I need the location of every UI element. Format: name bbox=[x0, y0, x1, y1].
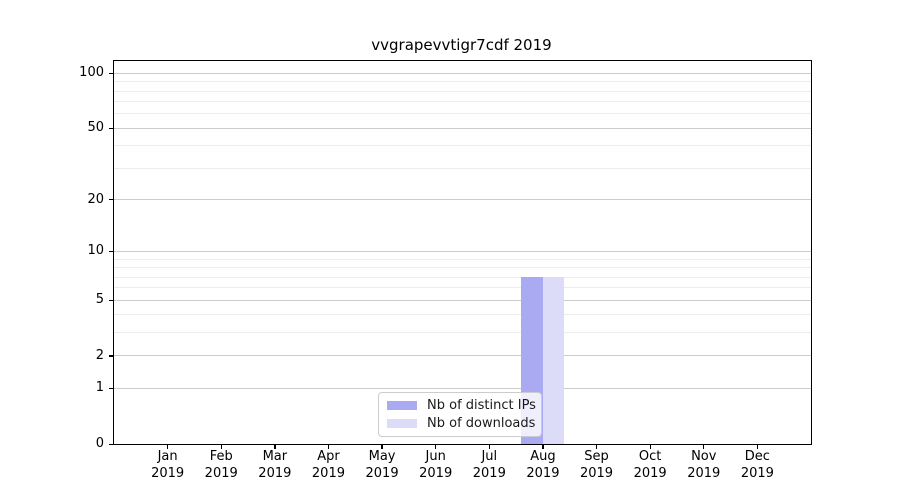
minor-gridline bbox=[114, 276, 811, 278]
legend-item: Nb of distinct IPs bbox=[387, 398, 537, 413]
minor-gridline bbox=[114, 258, 811, 260]
y-tick-mark bbox=[108, 387, 113, 390]
legend: Nb of distinct IPs Nb of downloads bbox=[378, 392, 542, 437]
x-label-month: Feb bbox=[209, 449, 233, 464]
x-tick-mark bbox=[649, 445, 651, 450]
x-axis-tick-label: Jun 2019 bbox=[408, 449, 464, 482]
minor-gridline bbox=[114, 101, 811, 103]
legend-swatch bbox=[387, 418, 417, 429]
minor-gridline bbox=[114, 113, 811, 115]
y-tick-mark bbox=[108, 72, 113, 75]
y-tick-mark bbox=[108, 443, 113, 445]
x-label-month: Jan bbox=[157, 449, 178, 464]
y-tick-mark bbox=[108, 199, 113, 201]
x-axis-tick-label: Nov 2019 bbox=[676, 449, 732, 482]
x-axis-tick-label: Sep 2019 bbox=[569, 449, 625, 482]
x-axis-tick-label: Feb 2019 bbox=[193, 449, 249, 482]
legend-label: Nb of distinct IPs bbox=[427, 398, 536, 413]
x-tick-mark bbox=[488, 445, 490, 450]
x-label-year: 2019 bbox=[472, 465, 506, 481]
x-axis-tick-label: Apr 2019 bbox=[300, 449, 356, 482]
y-tick-mark bbox=[108, 355, 113, 357]
y-axis-tick-label: 50 bbox=[87, 120, 104, 136]
x-tick-mark bbox=[435, 445, 437, 450]
x-label-year: 2019 bbox=[579, 465, 614, 481]
y-axis-tick-label: 1 bbox=[95, 380, 104, 396]
y-tick-mark bbox=[108, 299, 113, 301]
x-label-month: Apr bbox=[317, 449, 340, 464]
x-label-year: 2019 bbox=[204, 465, 238, 481]
legend-swatch bbox=[387, 400, 417, 411]
x-axis-tick-label: Jul 2019 bbox=[461, 449, 517, 482]
x-tick-mark bbox=[542, 445, 544, 450]
x-axis-tick-label: Oct 2019 bbox=[622, 449, 678, 482]
x-axis-tick-label: Aug 2019 bbox=[515, 449, 571, 482]
x-label-year: 2019 bbox=[311, 465, 345, 481]
x-tick-mark bbox=[167, 445, 169, 450]
minor-gridline bbox=[114, 287, 811, 289]
bar-nb-of-downloads bbox=[542, 277, 565, 444]
major-gridline bbox=[114, 387, 811, 389]
x-label-year: 2019 bbox=[740, 465, 774, 481]
x-label-year: 2019 bbox=[365, 465, 399, 481]
major-gridline bbox=[114, 299, 811, 301]
major-gridline bbox=[114, 355, 811, 357]
y-axis-tick-label: 20 bbox=[87, 191, 104, 207]
major-gridline bbox=[114, 250, 811, 252]
major-gridline bbox=[114, 199, 811, 201]
x-tick-mark bbox=[274, 445, 276, 450]
y-tick-mark bbox=[108, 127, 113, 130]
x-label-month: Oct bbox=[638, 449, 662, 464]
x-axis-tick-label: Dec 2019 bbox=[729, 449, 785, 482]
x-label-month: May bbox=[368, 449, 396, 464]
minor-gridline bbox=[114, 267, 811, 269]
minor-gridline bbox=[114, 145, 811, 147]
x-tick-mark bbox=[327, 445, 330, 450]
chart-title: vvgrapevvtigr7cdf 2019 bbox=[371, 36, 552, 54]
x-label-year: 2019 bbox=[419, 465, 453, 481]
x-tick-mark bbox=[756, 445, 759, 450]
major-gridline bbox=[114, 127, 811, 129]
x-label-month: Jul bbox=[481, 449, 498, 464]
minor-gridline bbox=[114, 81, 811, 83]
x-axis-tick-label: Mar 2019 bbox=[247, 449, 303, 482]
x-label-year: 2019 bbox=[151, 465, 185, 481]
legend-item: Nb of downloads bbox=[387, 416, 537, 431]
minor-gridline bbox=[114, 167, 811, 169]
y-axis-tick-label: 10 bbox=[87, 243, 104, 259]
minor-gridline bbox=[114, 90, 811, 92]
minor-gridline bbox=[114, 314, 811, 316]
legend-label: Nb of downloads bbox=[427, 416, 536, 431]
x-axis-tick-label: Jan 2019 bbox=[140, 449, 196, 482]
x-label-month: Mar bbox=[262, 449, 288, 464]
x-axis-tick-label: May 2019 bbox=[354, 449, 410, 482]
y-axis-tick-label: 100 bbox=[79, 65, 104, 81]
x-tick-mark bbox=[703, 445, 705, 450]
y-axis-tick-label: 5 bbox=[95, 292, 104, 308]
x-tick-mark bbox=[381, 445, 383, 450]
x-label-month: Dec bbox=[744, 449, 770, 464]
x-label-year: 2019 bbox=[687, 465, 721, 481]
minor-gridline bbox=[114, 332, 811, 334]
x-tick-mark bbox=[595, 445, 598, 450]
x-label-month: Nov bbox=[691, 449, 717, 464]
y-axis-tick-label: 2 bbox=[95, 347, 104, 363]
major-gridline bbox=[114, 72, 811, 74]
x-label-year: 2019 bbox=[526, 465, 560, 481]
x-label-month: Jun bbox=[425, 449, 446, 464]
x-tick-mark bbox=[220, 445, 222, 450]
x-label-year: 2019 bbox=[258, 465, 292, 481]
x-label-year: 2019 bbox=[633, 465, 667, 481]
x-label-month: Sep bbox=[584, 449, 609, 464]
y-tick-mark bbox=[108, 250, 113, 253]
plot-area: 0 1 2 5 10 20 50 100 Jan 2019 Feb 2019 Mar 2019 Apr 201… bbox=[79, 60, 812, 481]
y-axis-tick-label: 0 bbox=[95, 436, 104, 451]
x-label-month: Aug bbox=[530, 449, 556, 464]
